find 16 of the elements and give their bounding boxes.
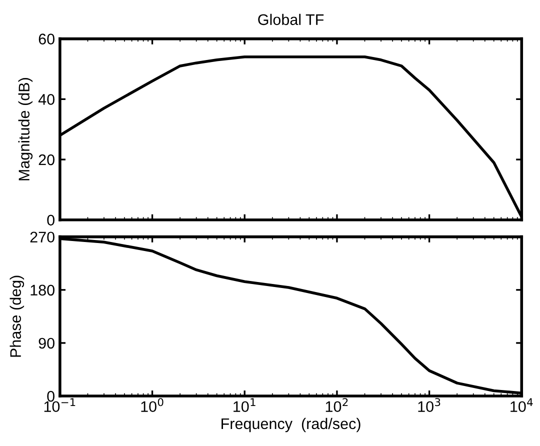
x-axis-title: Frequency (rad/sec) bbox=[222, 418, 360, 432]
chart-title: Global TF bbox=[258, 14, 324, 26]
x-tick-label: 10$^{4}$ bbox=[510, 398, 533, 412]
y-tick-label: 90 bbox=[38, 338, 54, 349]
y-tick-label: 0 bbox=[47, 214, 54, 226]
x-tick-label: 10$^{2}$ bbox=[326, 398, 348, 412]
x-tick-label: 10$^{3}$ bbox=[418, 398, 440, 412]
y-axis-title: Magnitude (dB) bbox=[18, 78, 33, 180]
y-tick-label: 270 bbox=[30, 232, 54, 243]
x-tick-label: 10$^{0}$ bbox=[141, 398, 164, 412]
y-axis-title: Phase (deg) bbox=[10, 276, 24, 357]
y-tick-label: 20 bbox=[38, 154, 54, 166]
y-tick-label: 60 bbox=[38, 34, 54, 44]
x-tick-label: 10$^{1}$ bbox=[234, 398, 256, 412]
y-tick-label: 40 bbox=[38, 94, 54, 105]
y-tick-label: 180 bbox=[30, 284, 54, 296]
